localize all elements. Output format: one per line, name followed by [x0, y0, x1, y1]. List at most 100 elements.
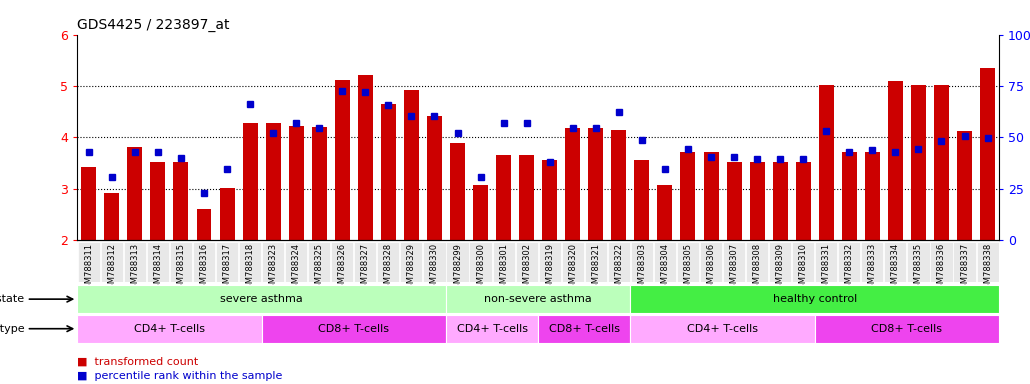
Bar [104, 193, 119, 240]
FancyBboxPatch shape [608, 242, 630, 282]
Bar [473, 185, 488, 240]
Text: GSM788310: GSM788310 [798, 243, 808, 294]
FancyBboxPatch shape [861, 242, 884, 282]
Bar [612, 129, 626, 240]
Text: GSM788326: GSM788326 [338, 243, 347, 294]
Text: GSM788315: GSM788315 [176, 243, 185, 294]
FancyBboxPatch shape [377, 242, 400, 282]
Text: CD8+ T-cells: CD8+ T-cells [871, 324, 942, 334]
Text: healthy control: healthy control [772, 294, 857, 304]
Bar [772, 162, 788, 240]
Text: GSM788317: GSM788317 [222, 243, 232, 294]
FancyBboxPatch shape [538, 315, 630, 343]
Bar [588, 128, 604, 240]
Text: GSM788331: GSM788331 [822, 243, 831, 294]
FancyBboxPatch shape [815, 315, 999, 343]
Bar [312, 127, 327, 240]
Text: GSM788335: GSM788335 [914, 243, 923, 294]
FancyBboxPatch shape [147, 242, 169, 282]
Text: CD8+ T-cells: CD8+ T-cells [318, 324, 389, 334]
FancyBboxPatch shape [930, 242, 953, 282]
FancyBboxPatch shape [285, 242, 307, 282]
Text: GSM788313: GSM788313 [131, 243, 139, 294]
Text: non-severe asthma: non-severe asthma [484, 294, 592, 304]
Bar [128, 147, 142, 240]
Bar [634, 161, 649, 240]
Text: GSM788312: GSM788312 [107, 243, 116, 294]
FancyBboxPatch shape [630, 242, 653, 282]
Text: ■  percentile rank within the sample: ■ percentile rank within the sample [77, 371, 282, 381]
Text: CD4+ T-cells: CD4+ T-cells [456, 324, 527, 334]
Bar [934, 85, 949, 240]
FancyBboxPatch shape [262, 315, 446, 343]
Text: GSM788316: GSM788316 [200, 243, 208, 294]
Text: GSM788320: GSM788320 [569, 243, 577, 294]
Bar [796, 162, 811, 240]
Bar [703, 152, 719, 240]
Bar [750, 162, 764, 240]
FancyBboxPatch shape [332, 242, 353, 282]
FancyBboxPatch shape [516, 242, 538, 282]
FancyBboxPatch shape [492, 242, 515, 282]
Text: GSM788308: GSM788308 [753, 243, 761, 294]
FancyBboxPatch shape [630, 285, 999, 313]
FancyBboxPatch shape [954, 242, 975, 282]
Text: GSM788334: GSM788334 [891, 243, 900, 294]
Bar [288, 126, 304, 240]
Text: GSM788299: GSM788299 [453, 243, 462, 294]
Bar [657, 185, 673, 240]
FancyBboxPatch shape [907, 242, 929, 282]
FancyBboxPatch shape [539, 242, 560, 282]
Text: GSM788300: GSM788300 [476, 243, 485, 294]
Bar [173, 162, 188, 240]
Text: GSM788304: GSM788304 [660, 243, 670, 294]
Text: cell type: cell type [0, 324, 25, 334]
Bar [681, 152, 695, 240]
FancyBboxPatch shape [470, 242, 491, 282]
FancyBboxPatch shape [885, 242, 906, 282]
Bar [888, 81, 903, 240]
FancyBboxPatch shape [446, 285, 630, 313]
Text: GSM788324: GSM788324 [291, 243, 301, 294]
FancyBboxPatch shape [677, 242, 699, 282]
Bar [243, 123, 258, 240]
Text: GSM788307: GSM788307 [729, 243, 739, 294]
Bar [842, 152, 857, 240]
Text: GSM788336: GSM788336 [937, 243, 946, 294]
FancyBboxPatch shape [308, 242, 331, 282]
Bar [565, 128, 580, 240]
Text: GSM788323: GSM788323 [269, 243, 278, 294]
FancyBboxPatch shape [124, 242, 146, 282]
Text: ■  transformed count: ■ transformed count [77, 357, 199, 367]
FancyBboxPatch shape [239, 242, 262, 282]
FancyBboxPatch shape [423, 242, 446, 282]
Text: GSM788329: GSM788329 [407, 243, 416, 294]
FancyBboxPatch shape [792, 242, 815, 282]
Bar [81, 167, 96, 240]
Bar [197, 209, 211, 240]
Bar [496, 155, 511, 240]
FancyBboxPatch shape [77, 242, 100, 282]
Bar [381, 104, 396, 240]
Text: GSM788338: GSM788338 [983, 243, 992, 294]
FancyBboxPatch shape [77, 315, 262, 343]
FancyBboxPatch shape [446, 315, 538, 343]
FancyBboxPatch shape [630, 315, 815, 343]
Bar [450, 144, 465, 240]
Bar [957, 131, 972, 240]
Text: GSM788325: GSM788325 [315, 243, 323, 294]
FancyBboxPatch shape [77, 285, 446, 313]
Text: GSM788311: GSM788311 [84, 243, 94, 294]
Text: GDS4425 / 223897_at: GDS4425 / 223897_at [77, 18, 230, 32]
Text: CD4+ T-cells: CD4+ T-cells [134, 324, 205, 334]
Bar [542, 161, 557, 240]
Text: GSM788322: GSM788322 [614, 243, 623, 294]
FancyBboxPatch shape [101, 242, 123, 282]
Bar [219, 188, 235, 240]
Text: disease state: disease state [0, 294, 25, 304]
Text: GSM788330: GSM788330 [430, 243, 439, 294]
Bar [335, 80, 350, 240]
FancyBboxPatch shape [654, 242, 676, 282]
FancyBboxPatch shape [700, 242, 722, 282]
FancyBboxPatch shape [401, 242, 422, 282]
